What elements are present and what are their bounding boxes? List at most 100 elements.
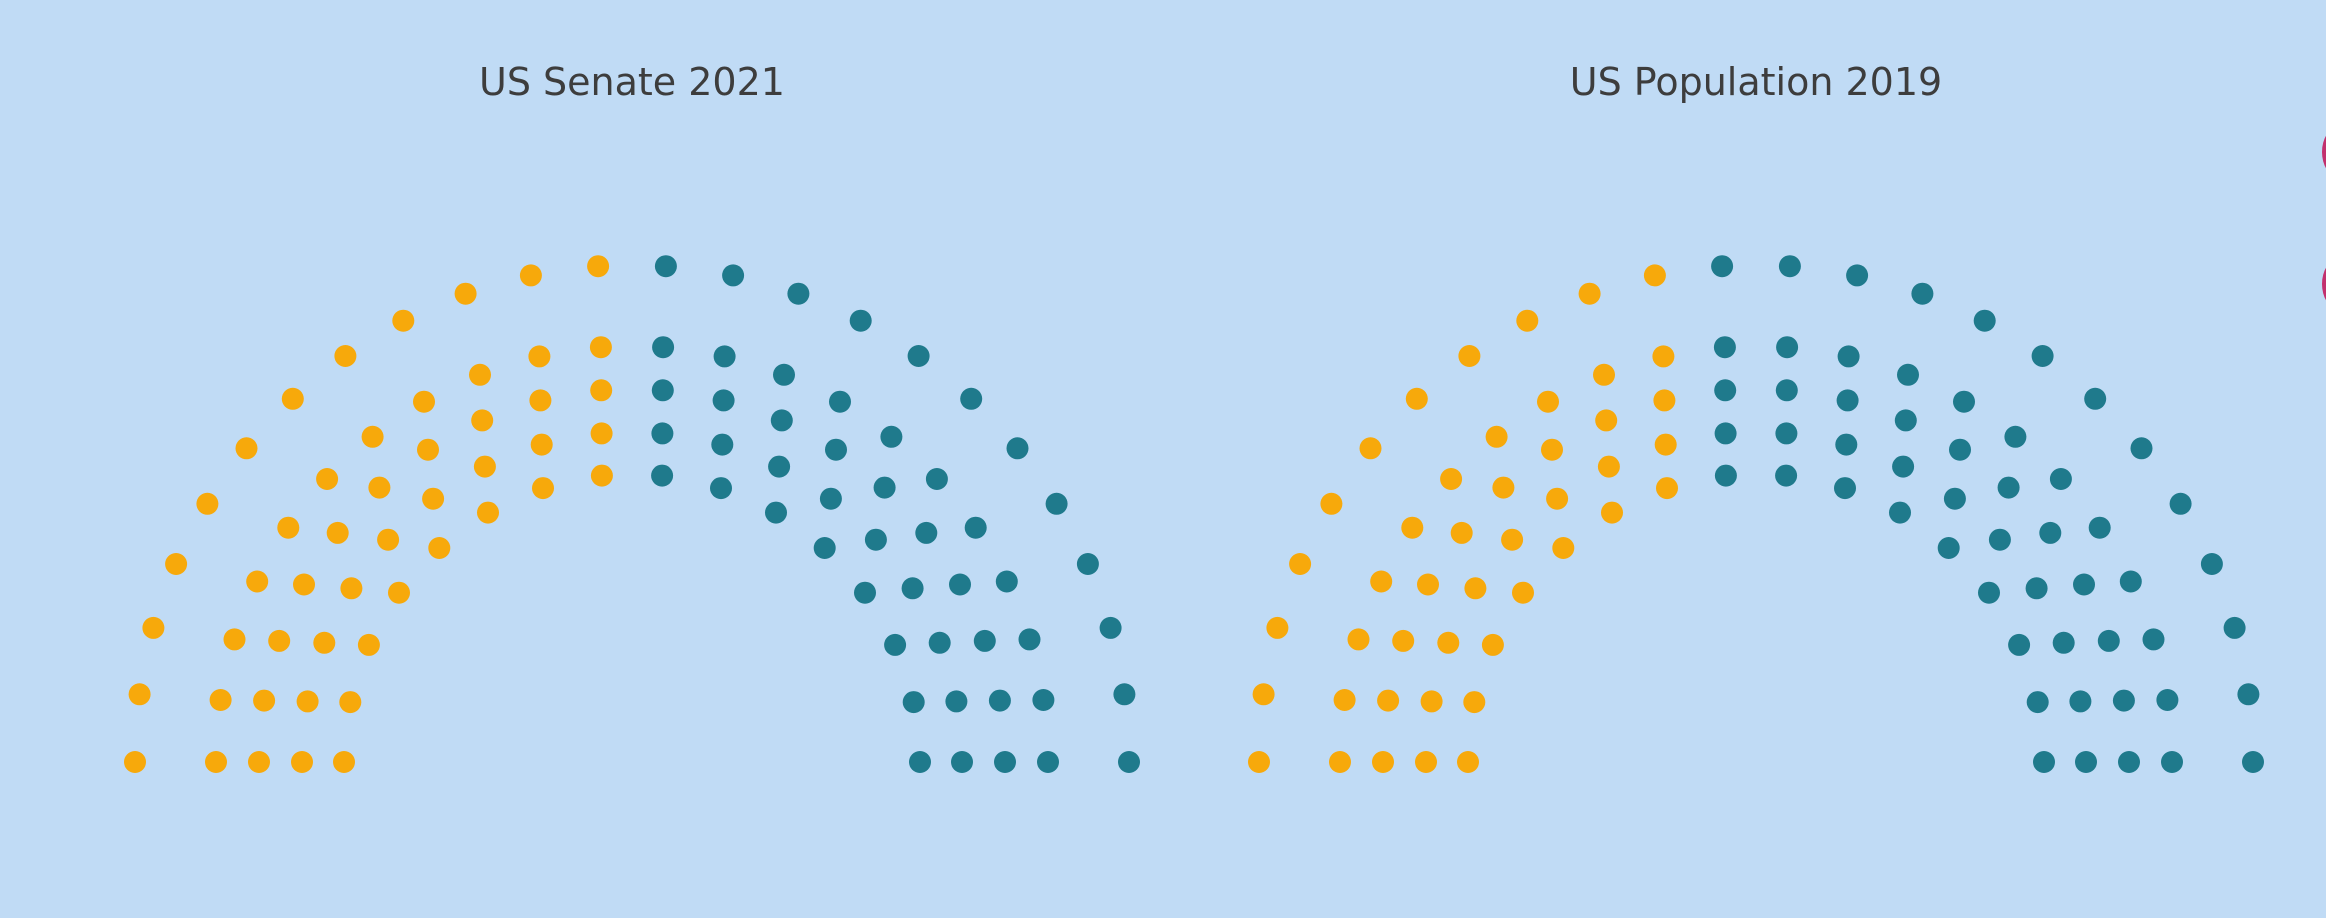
seat-dot xyxy=(1032,689,1055,711)
seat-dot xyxy=(1892,455,1915,478)
seat-dot xyxy=(1289,553,1312,575)
seat-dot xyxy=(528,345,551,368)
seat-dot xyxy=(1595,409,1618,432)
seat-dot xyxy=(1973,309,1996,332)
seat-dot xyxy=(1463,691,1486,714)
seat-dot xyxy=(2052,631,2075,654)
seat-dot xyxy=(1485,425,1508,448)
seat-dot xyxy=(296,690,319,713)
seat-dot xyxy=(1099,616,1122,639)
seat-dot xyxy=(1359,437,1382,460)
seat-dot xyxy=(1347,628,1370,651)
seat-dot xyxy=(2088,516,2111,539)
seat-dot xyxy=(248,751,270,773)
seat-dot xyxy=(1653,389,1676,412)
seat-dot xyxy=(2118,751,2140,773)
seat-dot xyxy=(2069,690,2092,713)
seat-dot xyxy=(1601,501,1623,524)
seat-dot xyxy=(291,751,313,773)
seat-dot xyxy=(722,264,745,287)
seat-dot xyxy=(768,455,791,478)
seat-dot xyxy=(587,255,610,278)
seat-dot xyxy=(1652,345,1675,368)
seat-dot xyxy=(1714,379,1737,402)
seat-dot xyxy=(909,751,931,773)
seat-dot xyxy=(1837,345,1860,368)
seat-dot xyxy=(1370,570,1393,593)
seat-dot xyxy=(1018,628,1041,651)
seat-dot xyxy=(854,581,876,604)
seat-dot xyxy=(268,629,291,652)
seat-dot xyxy=(1578,282,1601,305)
seat-dot xyxy=(960,387,983,410)
seat-dot xyxy=(529,389,552,412)
seat-dot xyxy=(925,468,948,490)
seat-dot xyxy=(205,751,227,773)
seat-dot xyxy=(313,631,336,654)
seat-dot xyxy=(651,379,674,402)
seat-dot xyxy=(392,309,415,332)
seat-dot xyxy=(1501,528,1524,551)
seat-dot xyxy=(654,255,677,278)
seat-dot xyxy=(907,345,930,367)
seat-dot xyxy=(1897,363,1919,386)
seat-dot xyxy=(2156,689,2179,711)
seat-dot xyxy=(223,628,246,651)
seat-dot xyxy=(1113,683,1136,706)
seat-dot xyxy=(1835,433,1858,456)
seat-dot xyxy=(1450,521,1473,544)
seat-dot xyxy=(1320,492,1343,515)
seat-dot xyxy=(1248,751,1270,773)
seat-dot xyxy=(1714,422,1737,445)
seat-dot xyxy=(1464,577,1487,600)
seat-dot xyxy=(825,438,847,461)
seat-dot xyxy=(1437,631,1460,654)
seat-dot xyxy=(590,379,613,402)
seat-dot xyxy=(1372,751,1394,773)
seat-dot xyxy=(1440,468,1463,490)
seat-dot xyxy=(235,437,258,460)
seat-dot xyxy=(1997,476,2020,499)
chart-title: US Population 2019 xyxy=(1570,60,1942,104)
seat-dot xyxy=(1546,487,1569,510)
seat-dot xyxy=(590,422,613,445)
seat-dot xyxy=(1481,633,1504,656)
seat-dot xyxy=(1654,433,1677,456)
seat-dot xyxy=(2242,751,2264,773)
seat-dot xyxy=(128,683,151,706)
seat-dot xyxy=(2130,437,2153,460)
seat-dot xyxy=(333,751,355,773)
seat-dot xyxy=(340,577,363,600)
seat-dot xyxy=(1988,528,2011,551)
seat-dot xyxy=(710,477,732,500)
seat-dot xyxy=(928,631,951,654)
seat-dot xyxy=(1541,438,1563,461)
seat-dot xyxy=(915,521,938,544)
seat-dot xyxy=(2200,553,2223,575)
seat-dot xyxy=(829,390,851,413)
seat-group xyxy=(124,255,1140,773)
seat-dot xyxy=(471,409,494,432)
seat-dot xyxy=(849,309,872,332)
seat-dot xyxy=(1252,683,1275,706)
seat-dot xyxy=(787,282,810,305)
seat-dot xyxy=(1713,336,1736,359)
seat-dot xyxy=(1420,690,1443,713)
seat-dot xyxy=(316,468,339,490)
seat-dot xyxy=(1401,516,1424,539)
seat-dot xyxy=(1911,282,1934,305)
seat-dot xyxy=(864,528,887,551)
seat-dot xyxy=(2004,425,2027,448)
seat-dot xyxy=(368,476,391,499)
seat-dot xyxy=(417,438,439,461)
seat-dot xyxy=(945,690,968,713)
seat-dot xyxy=(873,476,896,499)
seat-dot xyxy=(334,345,357,367)
seat-dot xyxy=(253,689,276,712)
seat-dot xyxy=(339,691,362,714)
seat-dot xyxy=(2142,628,2165,651)
seat-dot xyxy=(1776,336,1799,359)
seat-dot xyxy=(2026,691,2049,714)
seat-dot xyxy=(454,282,477,305)
